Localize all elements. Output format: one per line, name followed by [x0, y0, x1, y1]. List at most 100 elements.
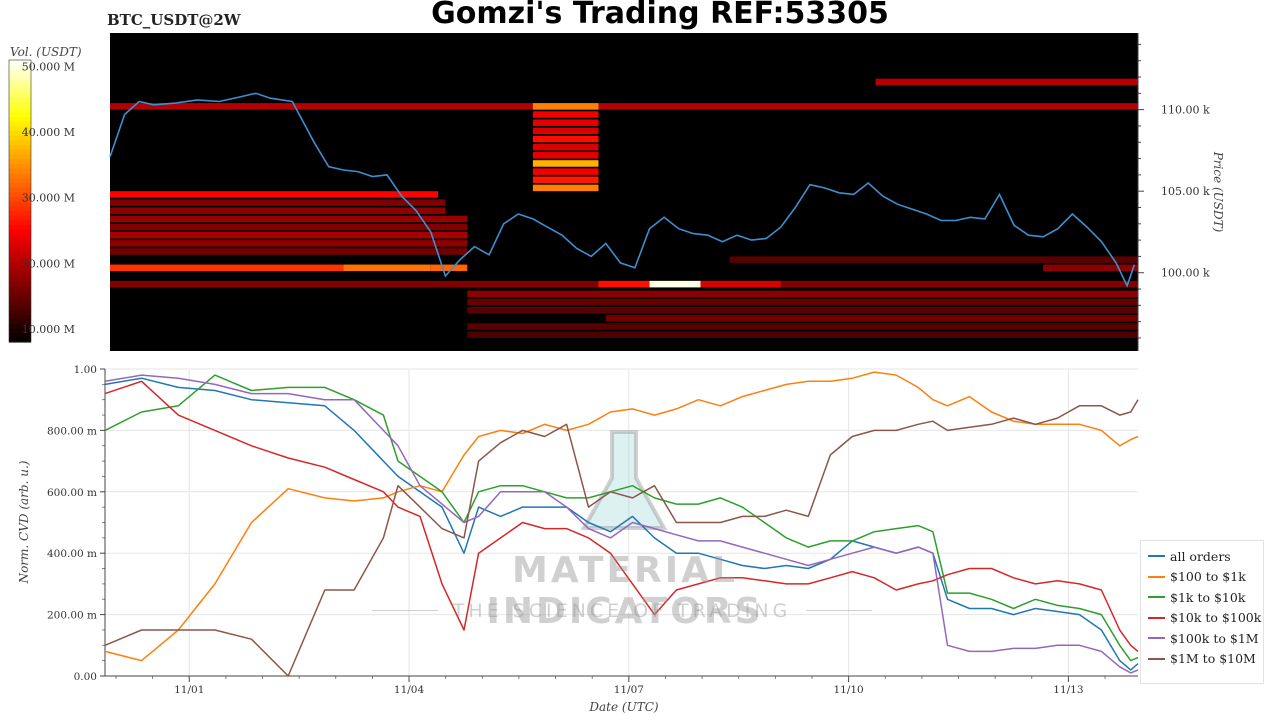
liquidity-band-2 — [875, 78, 1138, 86]
cvd-y-tick-label: 800.00 m — [47, 425, 97, 437]
liquidity-band-27 — [598, 280, 650, 288]
liquidity-band-33 — [605, 315, 1138, 322]
colorbar-segment — [9, 327, 31, 334]
liquidity-band-17 — [110, 223, 468, 231]
liquidity-band-5 — [532, 127, 599, 135]
colorbar-segment — [9, 276, 31, 282]
colorbar-tick-label: 30.000 M — [22, 192, 75, 205]
colorbar-segment — [9, 280, 31, 287]
colorbar-segment — [9, 257, 31, 263]
legend-swatch — [1148, 616, 1165, 619]
colorbar-segment — [9, 233, 31, 240]
colorbar-segment — [9, 92, 31, 99]
colorbar-segment — [9, 154, 31, 160]
colorbar-segment — [9, 238, 31, 244]
cvd-y-tick-label: 0.00 — [74, 671, 97, 683]
colorbar-segment — [9, 201, 31, 207]
colorbar-segment — [9, 304, 31, 310]
legend-item: $100 to $1k — [1141, 567, 1263, 588]
liquidity-band-23 — [430, 264, 468, 272]
legend-item: all orders — [1141, 546, 1263, 567]
colorbar-segment — [9, 290, 31, 296]
liquidity-band-10 — [532, 168, 599, 175]
legend-item: $1k to $10k — [1141, 587, 1263, 608]
cvd-legend: all orders $100 to $1k $1k to $10k $10k to … — [1140, 540, 1264, 684]
legend-label: $10k to $100k — [1170, 610, 1262, 626]
colorbar-segment — [9, 149, 31, 155]
liquidity-band-4 — [532, 119, 599, 126]
liquidity-band-6 — [532, 135, 599, 143]
price-axis-label: Price (USDT) — [1211, 151, 1225, 233]
cvd-x-tick-label: 11/07 — [614, 684, 644, 696]
colorbar-segment — [9, 295, 31, 301]
cvd-x-tick-label: 11/01 — [174, 684, 204, 696]
colorbar-segment — [9, 196, 31, 202]
colorbar-segment — [9, 186, 31, 193]
liquidity-band-19 — [110, 240, 468, 247]
price-line — [109, 92, 1136, 288]
liquidity-band-0 — [110, 103, 1138, 110]
colorbar-segment — [9, 243, 31, 249]
cvd-x-tick-label: 11/13 — [1053, 684, 1083, 696]
cvd-series-line-5 — [104, 399, 1139, 677]
colorbar-segment — [9, 125, 31, 132]
liquidity-band-13 — [110, 191, 439, 198]
colorbar-segment — [9, 285, 31, 291]
colorbar-segment — [9, 144, 31, 150]
colorbar-segment — [9, 262, 31, 268]
liquidity-band-34 — [467, 323, 1138, 330]
cvd-y-axis-label: Norm. CVD (arb. u.) — [17, 460, 31, 584]
colorbar-segment — [9, 182, 31, 188]
colorbar-segment — [9, 88, 31, 94]
colorbar-segment — [9, 215, 31, 221]
legend-label: all orders — [1170, 548, 1231, 564]
colorbar-segment — [9, 252, 31, 258]
cvd-y-tick-label: 400.00 m — [47, 548, 97, 560]
colorbar-segment — [9, 309, 31, 315]
colorbar-segment — [9, 163, 31, 169]
colorbar-segment — [9, 139, 31, 146]
liquidity-band-29 — [700, 280, 781, 288]
colorbar-segment — [9, 248, 31, 254]
liquidity-band-21 — [110, 264, 344, 272]
liquidity-band-12 — [532, 184, 599, 192]
colorbar-segment — [9, 318, 31, 324]
cvd-x-tick-label: 11/04 — [394, 684, 425, 696]
legend-item: $100k to $1M — [1141, 628, 1263, 649]
colorbar-segment — [9, 337, 31, 343]
colorbar-segment — [9, 229, 31, 235]
cvd-series-line-4 — [104, 374, 1139, 674]
colorbar-segment — [9, 83, 31, 89]
colorbar-tick-label: 20.000 M — [22, 257, 75, 270]
colorbar-segment — [9, 168, 31, 174]
colorbar-segment — [9, 172, 31, 179]
colorbar-segment — [9, 271, 31, 277]
legend-label: $1M to $10M — [1170, 651, 1256, 667]
liquidity-band-8 — [532, 152, 599, 159]
liquidity-band-11 — [532, 176, 599, 184]
colorbar-segment — [9, 219, 31, 226]
legend-swatch — [1148, 575, 1165, 578]
colorbar-segment — [9, 130, 31, 136]
colorbar-segment — [9, 64, 31, 70]
liquidity-band-25 — [1043, 264, 1138, 272]
liquidity-band-14 — [110, 199, 446, 206]
colorbar-segment — [9, 299, 31, 305]
legend-item: $1M to $10M — [1141, 649, 1263, 670]
colorbar-segment — [9, 97, 31, 103]
cvd-y-tick-label: 600.00 m — [47, 487, 97, 499]
legend-swatch — [1148, 555, 1165, 558]
watermark-title: MATERIAL INDICATORS — [486, 550, 764, 632]
colorbar-label: Vol. (USDT) — [10, 45, 82, 59]
colorbar-segment — [9, 332, 31, 338]
cvd-y-tick-label: 1.00 — [74, 364, 97, 376]
cvd-x-axis-label: Date (UTC) — [588, 700, 658, 714]
legend-swatch — [1148, 637, 1165, 640]
cvd-x-tick-label: 11/10 — [833, 684, 863, 696]
legend-swatch — [1148, 657, 1165, 660]
watermark-line-left — [372, 610, 438, 611]
colorbar-segment — [9, 116, 31, 122]
colorbar-tick-label: 50.000 M — [22, 61, 75, 74]
liquidity-band-30 — [467, 290, 1138, 298]
